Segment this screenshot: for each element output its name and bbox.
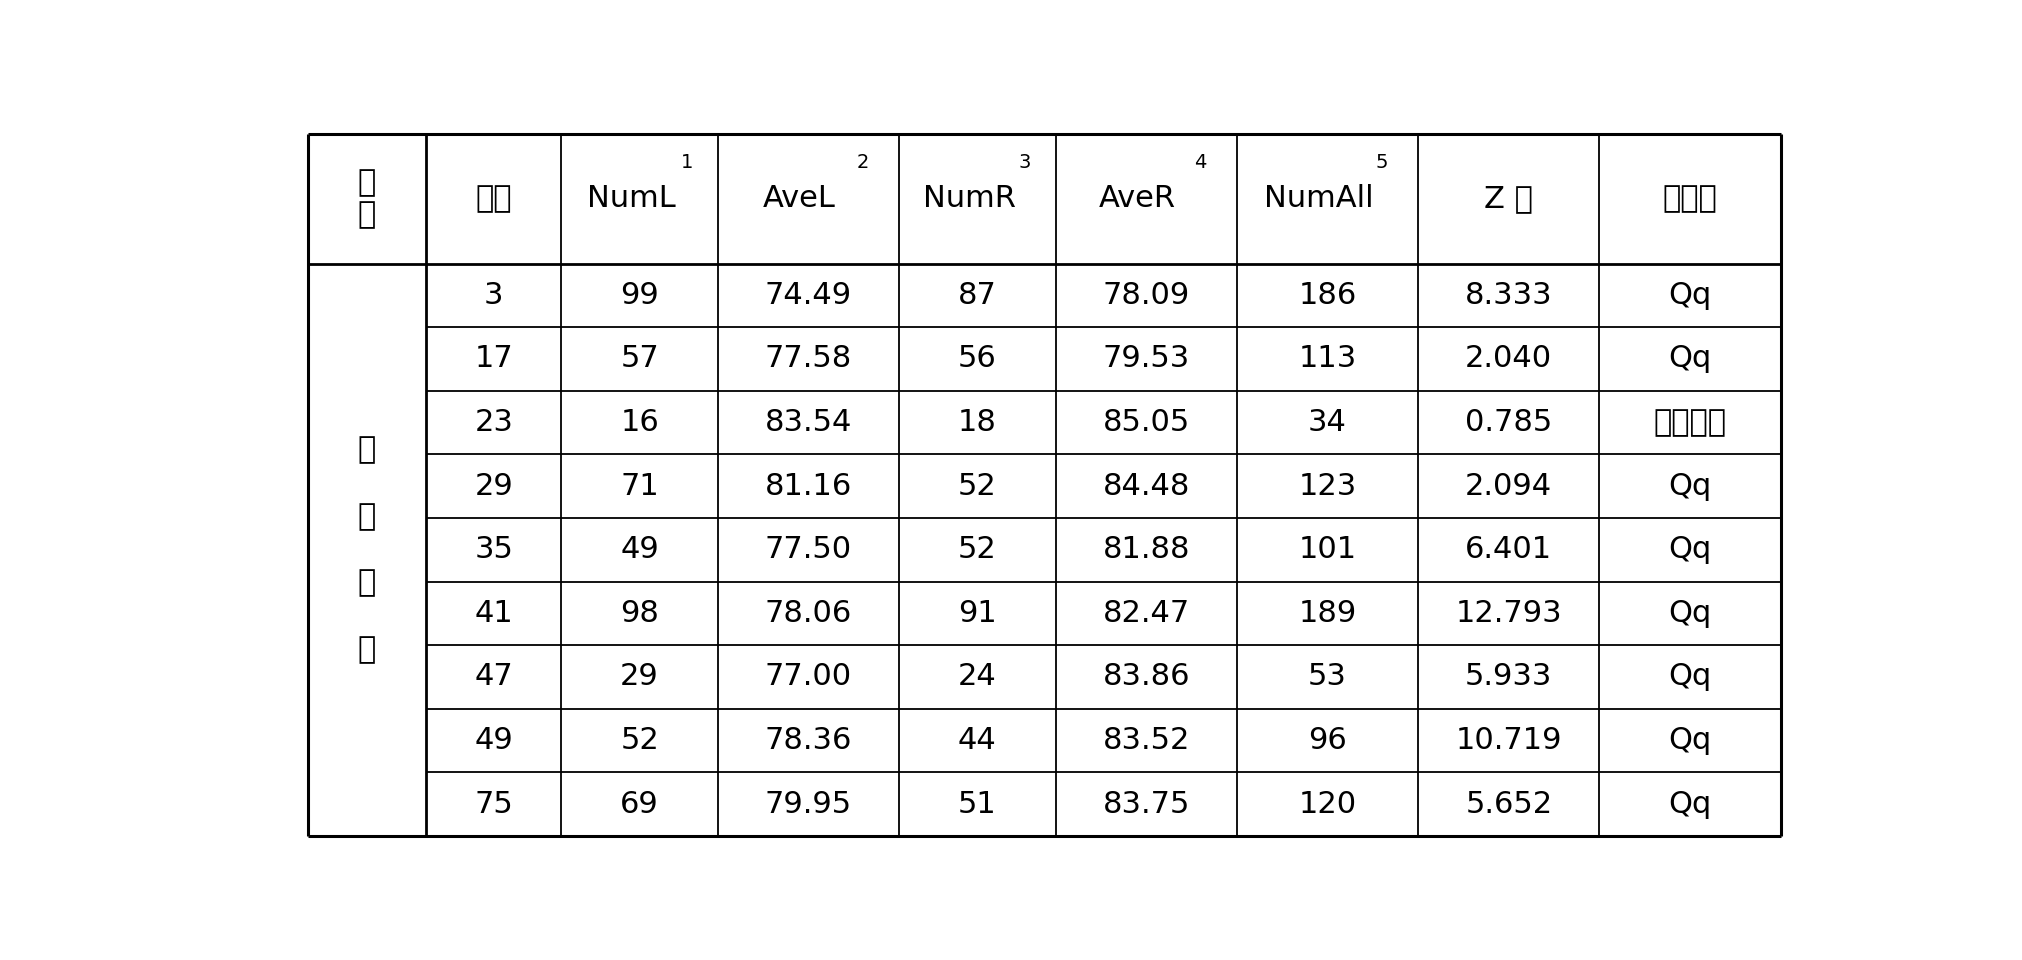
Text: 81.16: 81.16 [764, 471, 851, 501]
Text: 44: 44 [958, 726, 997, 755]
Text: 16: 16 [621, 408, 659, 437]
Text: Qq: Qq [1668, 281, 1713, 310]
Text: 8.333: 8.333 [1466, 281, 1553, 310]
Text: NumL: NumL [588, 184, 675, 213]
Text: 78.36: 78.36 [764, 726, 851, 755]
Text: 体: 体 [358, 502, 376, 531]
Text: Qq: Qq [1668, 726, 1713, 755]
Text: 78.06: 78.06 [764, 599, 851, 628]
Text: AveL: AveL [762, 184, 835, 213]
Text: 53: 53 [1308, 662, 1347, 691]
Text: 99: 99 [621, 281, 659, 310]
Text: 35: 35 [475, 536, 514, 564]
Text: 29: 29 [475, 471, 514, 501]
Text: 74.49: 74.49 [764, 281, 851, 310]
Text: 性: 性 [358, 169, 376, 198]
Text: 41: 41 [475, 599, 514, 628]
Text: 10.719: 10.719 [1456, 726, 1563, 755]
Text: 77.58: 77.58 [764, 345, 851, 373]
Text: 2: 2 [857, 153, 869, 172]
Text: 189: 189 [1298, 599, 1357, 628]
Text: 83.75: 83.75 [1102, 790, 1191, 819]
Text: 耳号: 耳号 [475, 184, 512, 213]
Text: 83.52: 83.52 [1102, 726, 1191, 755]
Text: 57: 57 [621, 345, 659, 373]
Text: 5: 5 [1375, 153, 1389, 172]
Text: 0.785: 0.785 [1466, 408, 1553, 437]
Text: Qq: Qq [1668, 345, 1713, 373]
Text: 113: 113 [1298, 345, 1357, 373]
Text: 83.86: 83.86 [1102, 662, 1191, 691]
Text: 3: 3 [1019, 153, 1031, 172]
Text: Qq: Qq [1668, 536, 1713, 564]
Text: 52: 52 [958, 471, 997, 501]
Text: 长: 长 [358, 636, 376, 664]
Text: 12.793: 12.793 [1456, 599, 1563, 628]
Text: NumAll: NumAll [1264, 184, 1373, 213]
Text: 2.094: 2.094 [1466, 471, 1553, 501]
Text: 5.933: 5.933 [1466, 662, 1553, 691]
Text: 不能确定: 不能确定 [1654, 408, 1727, 437]
Text: 胸: 胸 [358, 435, 376, 464]
Text: Qq: Qq [1668, 471, 1713, 501]
Text: AveR: AveR [1098, 184, 1175, 213]
Text: 77.00: 77.00 [764, 662, 851, 691]
Text: 82.47: 82.47 [1102, 599, 1189, 628]
Text: 51: 51 [958, 790, 997, 819]
Text: Qq: Qq [1668, 662, 1713, 691]
Text: 91: 91 [958, 599, 997, 628]
Text: Qq: Qq [1668, 599, 1713, 628]
Text: 34: 34 [1308, 408, 1347, 437]
Text: 1: 1 [679, 153, 694, 172]
Text: 56: 56 [958, 345, 997, 373]
Text: 状: 状 [358, 200, 376, 228]
Text: 123: 123 [1298, 471, 1357, 501]
Text: 79.95: 79.95 [764, 790, 851, 819]
Text: Qq: Qq [1668, 790, 1713, 819]
Text: 98: 98 [621, 599, 659, 628]
Text: 77.50: 77.50 [764, 536, 851, 564]
Text: 6.401: 6.401 [1466, 536, 1553, 564]
Text: 81.88: 81.88 [1102, 536, 1191, 564]
Text: 23: 23 [475, 408, 514, 437]
Text: NumR: NumR [924, 184, 1015, 213]
Text: 4: 4 [1195, 153, 1207, 172]
Text: 49: 49 [475, 726, 514, 755]
Text: 85.05: 85.05 [1102, 408, 1189, 437]
Text: 24: 24 [958, 662, 997, 691]
Text: 49: 49 [621, 536, 659, 564]
Text: 18: 18 [958, 408, 997, 437]
Text: 83.54: 83.54 [764, 408, 851, 437]
Text: 79.53: 79.53 [1102, 345, 1189, 373]
Text: 186: 186 [1298, 281, 1357, 310]
Text: 2.040: 2.040 [1466, 345, 1553, 373]
Text: 87: 87 [958, 281, 997, 310]
Text: 69: 69 [621, 790, 659, 819]
Text: 基因型: 基因型 [1662, 184, 1717, 213]
Text: 17: 17 [475, 345, 514, 373]
Text: 5.652: 5.652 [1466, 790, 1553, 819]
Text: 29: 29 [621, 662, 659, 691]
Text: 斜: 斜 [358, 568, 376, 598]
Text: 96: 96 [1308, 726, 1347, 755]
Text: 120: 120 [1298, 790, 1357, 819]
Text: 52: 52 [621, 726, 659, 755]
Text: 84.48: 84.48 [1102, 471, 1191, 501]
Text: 75: 75 [475, 790, 514, 819]
Text: 47: 47 [475, 662, 514, 691]
Text: 71: 71 [621, 471, 659, 501]
Text: 52: 52 [958, 536, 997, 564]
Text: 78.09: 78.09 [1102, 281, 1189, 310]
Text: 3: 3 [483, 281, 503, 310]
Text: Z 値: Z 値 [1484, 184, 1533, 213]
Text: 101: 101 [1298, 536, 1357, 564]
